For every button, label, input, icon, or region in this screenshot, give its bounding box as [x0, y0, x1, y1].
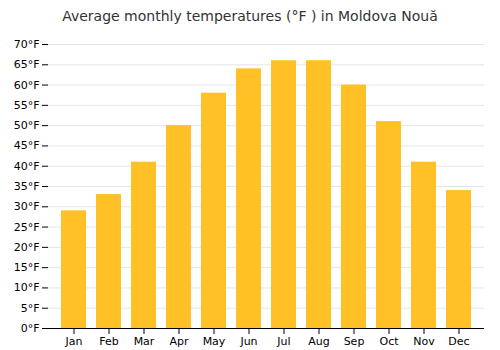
svg-text:50°F: 50°F [14, 119, 40, 132]
svg-text:40°F: 40°F [14, 160, 40, 173]
svg-text:May: May [203, 335, 226, 348]
svg-text:45°F: 45°F [14, 139, 40, 152]
svg-text:70°F: 70°F [14, 38, 40, 51]
svg-text:0°F: 0°F [21, 322, 40, 335]
svg-text:10°F: 10°F [14, 281, 40, 294]
svg-text:Dec: Dec [448, 335, 469, 348]
svg-text:Feb: Feb [99, 335, 118, 348]
svg-text:Mar: Mar [134, 335, 155, 348]
svg-text:Jun: Jun [239, 335, 257, 348]
svg-text:Jan: Jan [65, 335, 83, 348]
svg-text:Oct: Oct [379, 335, 399, 348]
svg-text:30°F: 30°F [14, 200, 40, 213]
svg-text:Jul: Jul [276, 335, 290, 348]
html-text:Average monthly temperatures (: Average monthly temperatures (°F ) in Mo… [62, 8, 438, 24]
svg-text:15°F: 15°F [14, 261, 40, 274]
svg-text:55°F: 55°F [14, 99, 40, 112]
svg-text:35°F: 35°F [14, 180, 40, 193]
svg-text:Apr: Apr [169, 335, 189, 348]
svg-text:60°F: 60°F [14, 79, 40, 92]
svg-text:5°F: 5°F [21, 302, 40, 315]
svg-text:Sep: Sep [344, 335, 365, 348]
svg-text:65°F: 65°F [14, 58, 40, 71]
svg-text:20°F: 20°F [14, 241, 40, 254]
svg-text:Aug: Aug [308, 335, 329, 348]
svg-text:25°F: 25°F [14, 221, 40, 234]
svg-text:Nov: Nov [413, 335, 435, 348]
